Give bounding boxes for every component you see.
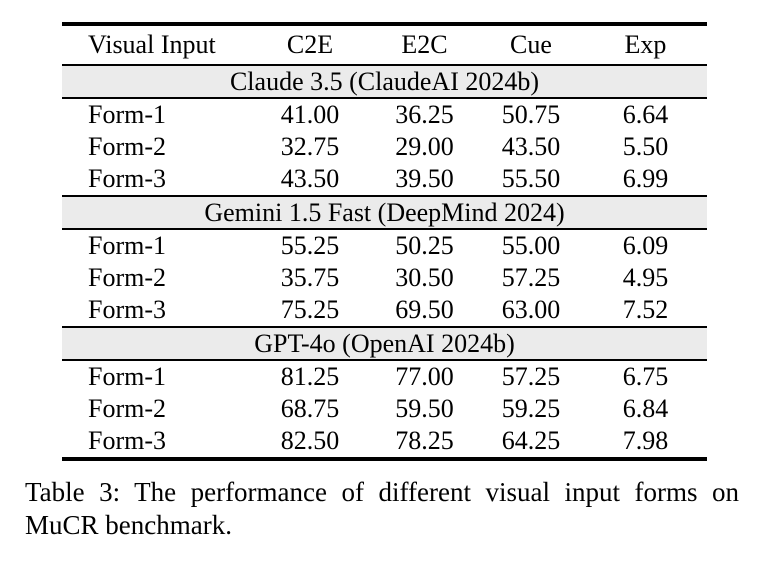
cell-value: 7.52 [622,295,669,324]
table-row: Form-3 75.25 69.50 63.00 7.52 [62,294,707,327]
table-row: Form-2 32.75 29.00 43.50 5.50 [62,131,707,163]
row-label: Form-3 [88,295,166,324]
row-label: Form-2 [88,394,166,423]
row-label: Form-1 [88,362,166,391]
cell-value: 69.50 [395,295,454,324]
cell-value: 6.99 [622,164,669,193]
cell-value: 75.25 [280,295,340,324]
cell-value: 55.00 [501,231,561,260]
table-row: Form-2 68.75 59.50 59.25 6.84 [62,393,707,425]
table-header-row: Visual Input C2E E2C Cue Exp [62,24,707,66]
table-row: Form-3 43.50 39.50 55.50 6.99 [62,163,707,196]
cell-value: 6.09 [622,231,669,260]
section-header-claude: Claude 3.5 (ClaudeAI 2024b) [62,64,707,99]
cell-value: 36.25 [395,100,454,129]
cell-value: 5.50 [622,132,669,161]
cell-value: 81.25 [280,362,340,391]
cell-value: 55.50 [501,164,561,193]
row-label: Form-3 [88,426,166,455]
cell-value: 59.50 [395,394,454,423]
column-header-c2e: C2E [249,24,371,66]
cell-value: 50.75 [501,100,561,129]
row-label: Form-1 [88,231,166,260]
cell-value: 77.00 [395,362,454,391]
results-table-container: Visual Input C2E E2C Cue Exp Claude 3.5 … [62,22,707,461]
section-title: GPT-4o (OpenAI 2024b) [62,326,707,361]
cell-value: 55.25 [280,231,340,260]
table-row: Form-1 81.25 77.00 57.25 6.75 [62,360,707,393]
column-header-e2c: E2C [371,24,478,66]
cell-value: 59.25 [501,394,561,423]
cell-value: 6.75 [622,362,669,391]
column-header-visual-input: Visual Input [62,24,249,66]
table-row: Form-3 82.50 78.25 64.25 7.98 [62,425,707,459]
section-header-gpt4o: GPT-4o (OpenAI 2024b) [62,326,707,361]
cell-value: 6.64 [622,100,669,129]
cell-value: 57.25 [501,362,561,391]
row-label: Form-2 [88,132,166,161]
section-title: Gemini 1.5 Fast (DeepMind 2024) [62,195,707,230]
cell-value: 29.00 [395,132,454,161]
cell-value: 6.84 [622,394,669,423]
cell-value: 50.25 [395,231,454,260]
section-title: Claude 3.5 (ClaudeAI 2024b) [62,64,707,99]
section-header-gemini: Gemini 1.5 Fast (DeepMind 2024) [62,195,707,230]
cell-value: 4.95 [622,263,669,292]
column-header-exp: Exp [584,24,707,66]
row-label: Form-2 [88,263,166,292]
results-table: Visual Input C2E E2C Cue Exp Claude 3.5 … [62,22,707,461]
cell-value: 63.00 [501,295,561,324]
table-row: Form-1 55.25 50.25 55.00 6.09 [62,229,707,262]
table-row: Form-2 35.75 30.50 57.25 4.95 [62,262,707,294]
cell-value: 43.50 [501,132,561,161]
table-caption: Table 3: The performance of different vi… [25,477,739,540]
cell-value: 64.25 [501,426,561,455]
table-row: Form-1 41.00 36.25 50.75 6.64 [62,98,707,131]
cell-value: 43.50 [280,164,340,193]
cell-value: 82.50 [280,426,340,455]
cell-value: 32.75 [280,132,340,161]
cell-value: 35.75 [280,263,340,292]
column-header-cue: Cue [478,24,584,66]
cell-value: 68.75 [280,394,340,423]
row-label: Form-1 [88,100,166,129]
cell-value: 39.50 [395,164,454,193]
cell-value: 7.98 [622,426,669,455]
cell-value: 78.25 [395,426,454,455]
cell-value: 57.25 [501,263,561,292]
cell-value: 41.00 [280,100,340,129]
cell-value: 30.50 [395,263,454,292]
row-label: Form-3 [88,164,166,193]
